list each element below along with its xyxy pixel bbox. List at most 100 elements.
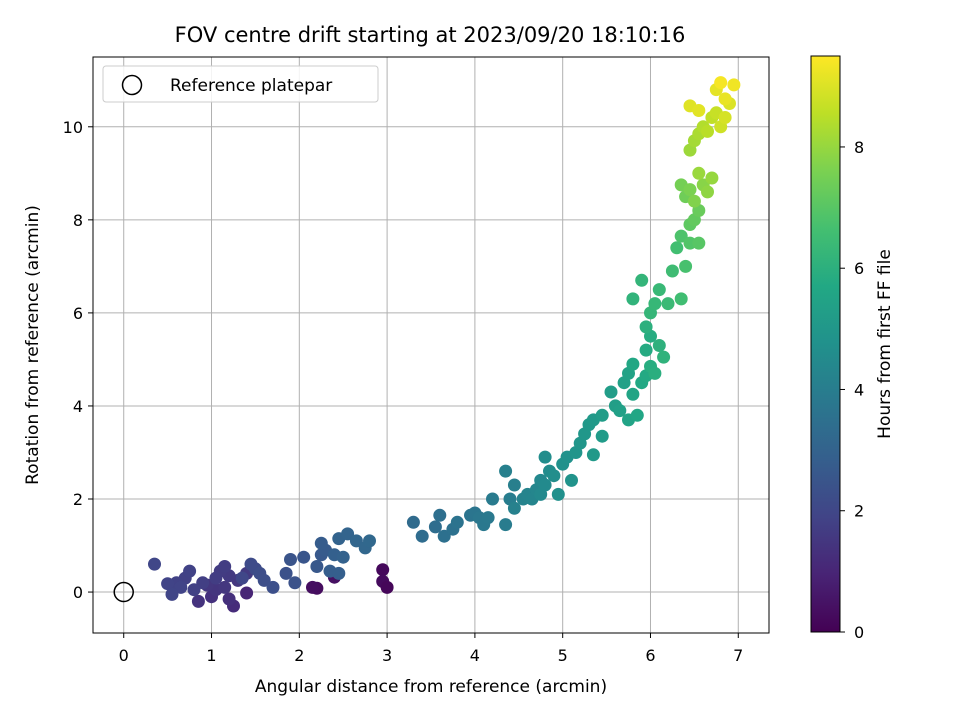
y-axis-ticks: 0 2 4 6 8 10 [63, 118, 93, 602]
data-point [674, 292, 688, 306]
legend-entry-reference: Reference platepar [170, 76, 332, 96]
data-point [218, 580, 232, 594]
data-point [538, 478, 552, 492]
data-point [284, 553, 297, 566]
data-point [279, 566, 293, 580]
x-tick-label: 0 [119, 646, 129, 665]
y-tick-label: 8 [73, 211, 83, 230]
data-point [191, 594, 205, 608]
reference-marker [113, 581, 134, 603]
x-tick-label: 1 [206, 646, 216, 665]
data-point [652, 339, 666, 352]
data-point [196, 576, 210, 590]
data-point [718, 111, 732, 124]
data-point [507, 478, 521, 492]
data-point [332, 566, 346, 580]
data-point [499, 464, 513, 478]
data-point [310, 560, 324, 573]
legend-box [102, 65, 379, 103]
data-point [701, 124, 714, 138]
data-point [336, 550, 350, 564]
data-point [450, 515, 464, 529]
x-tick-label: 6 [645, 646, 655, 665]
legend-marker-icon [121, 74, 143, 96]
data-point [437, 529, 451, 543]
x-tick-label: 2 [294, 646, 304, 665]
y-axis-label: Rotation from reference (arcmin) [23, 205, 43, 485]
data-point [376, 563, 390, 577]
data-point [222, 592, 236, 606]
data-point [670, 241, 684, 255]
data-point [586, 448, 600, 462]
x-tick-label: 5 [558, 646, 568, 665]
data-point [187, 583, 201, 597]
data-point [341, 527, 355, 541]
data-point [235, 571, 249, 585]
data-point [244, 557, 258, 571]
y-tick-label: 0 [73, 583, 83, 602]
data-points [148, 76, 741, 613]
data-point [507, 501, 521, 515]
data-point [630, 408, 644, 422]
y-tick-label: 2 [73, 490, 83, 509]
data-point [718, 92, 732, 106]
y-tick-label: 4 [73, 397, 83, 416]
data-point [349, 534, 363, 548]
data-point [604, 385, 618, 399]
data-point [314, 536, 328, 550]
data-point [626, 292, 640, 306]
data-point [639, 320, 653, 334]
data-point [551, 487, 565, 501]
data-point [613, 404, 627, 418]
data-point [674, 229, 688, 243]
data-point [692, 236, 706, 250]
data-point [652, 283, 666, 297]
data-point [635, 273, 649, 287]
data-point [714, 76, 728, 90]
data-point [406, 515, 420, 529]
data-point [428, 520, 442, 534]
data-point [626, 357, 640, 371]
colorbar-ticks: 0 2 4 6 8 [840, 138, 864, 642]
data-point [727, 78, 741, 92]
data-point [380, 580, 394, 594]
data-point [661, 297, 675, 311]
data-point [595, 408, 609, 422]
data-point [306, 580, 319, 594]
data-point [639, 343, 653, 357]
colorbar-label: Hours from first FF file [875, 249, 895, 439]
data-point [665, 264, 679, 278]
data-point [687, 194, 701, 208]
data-point [499, 518, 513, 532]
data-point [486, 492, 499, 506]
data-point [626, 387, 640, 401]
data-point [433, 508, 447, 522]
data-point [648, 297, 662, 311]
data-point [183, 564, 197, 578]
colorbar-tick-label: 4 [854, 380, 864, 399]
chart-title: FOV centre drift starting at 2023/09/20 … [175, 23, 686, 47]
data-point [297, 550, 311, 564]
plot-frame [92, 56, 770, 634]
colorbar-tick-label: 2 [854, 502, 864, 521]
data-point [415, 529, 429, 543]
grid-lines [93, 57, 769, 633]
colorbar-tick-label: 0 [854, 623, 864, 642]
data-point [174, 580, 188, 594]
data-point [148, 557, 161, 571]
data-point [266, 580, 280, 594]
data-point [547, 469, 561, 483]
data-point [705, 171, 719, 185]
colorbar-tick-label: 8 [854, 138, 864, 157]
x-tick-label: 7 [733, 646, 743, 665]
x-axis-ticks: 0 1 2 3 4 5 6 7 [119, 633, 743, 665]
data-point [692, 166, 706, 180]
x-tick-label: 4 [470, 646, 480, 665]
colorbar-gradient [810, 55, 841, 633]
data-point [683, 183, 697, 197]
data-point [565, 473, 578, 487]
y-tick-label: 6 [73, 304, 83, 323]
data-point [679, 259, 693, 273]
data-point [692, 104, 706, 117]
data-point [648, 366, 662, 380]
